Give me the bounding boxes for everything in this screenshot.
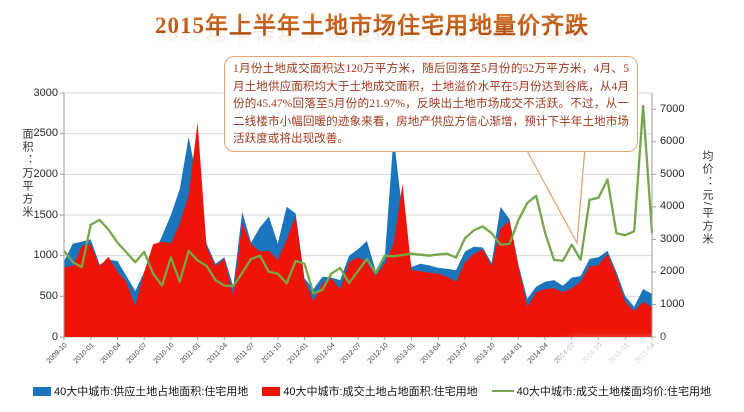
right-axis-tick-label: 2000 — [660, 265, 685, 278]
chart-title-reflection: 2015年上半年土地市场住宅用地量价齐跌 — [155, 31, 589, 46]
left-axis-tick-label: 2000 — [33, 167, 58, 180]
right-axis-tick-label: 6000 — [660, 135, 685, 148]
right-axis-title: 均价：元/平方米 — [701, 150, 713, 247]
right-axis-tick-label: 0 — [660, 330, 667, 343]
left-axis-tick-label: 1500 — [33, 208, 58, 221]
left-axis-tick-label: 3000 — [33, 86, 58, 99]
legend-swatch-red — [262, 386, 281, 396]
left-axis-tick-label: 1000 — [33, 249, 58, 262]
chart-title: 2015年上半年土地市场住宅用地量价齐跌 — [0, 6, 744, 40]
right-axis-tick-label: 3000 — [660, 232, 685, 245]
watermark-blur — [566, 349, 716, 372]
legend-label: 40大中城市:供应土地占地面积:住宅用地 — [53, 386, 249, 398]
legend-label: 40大中城市:成交土地占地面积:住宅用地 — [283, 386, 478, 398]
legend-item-supply-area: 40大中城市:供应土地占地面积:住宅用地 — [32, 383, 249, 399]
annotation-callout: 1月份土地成交面积达120万平方米，随后回落至5月份的52万平方米，4月、5月土… — [224, 56, 638, 152]
right-axis-tick-label: 5000 — [660, 167, 685, 180]
right-axis-tick-label: 1000 — [660, 297, 685, 310]
legend-label: 40大中城市:成交土地楼面均价:住宅用地 — [516, 386, 712, 398]
legend-swatch-blue — [32, 386, 51, 396]
left-axis-tick-label: 500 — [39, 289, 58, 302]
legend-item-avg-price: 40大中城市:成交土地楼面均价:住宅用地 — [491, 383, 712, 399]
legend: 40大中城市:供应土地占地面积:住宅用地 40大中城市:成交土地占地面积:住宅用… — [0, 383, 744, 399]
legend-swatch-green-line — [491, 390, 514, 392]
right-axis-tick-label: 7000 — [660, 102, 685, 115]
annotation-callout-tail — [524, 146, 586, 246]
left-axis-title: 面积：万平方米 — [21, 128, 33, 219]
left-axis-tick-label: 0 — [51, 330, 58, 343]
right-axis-tick-label: 4000 — [660, 200, 685, 213]
legend-item-sold-area: 40大中城市:成交土地占地面积:住宅用地 — [262, 383, 478, 399]
left-axis-tick-label: 2500 — [33, 127, 58, 140]
